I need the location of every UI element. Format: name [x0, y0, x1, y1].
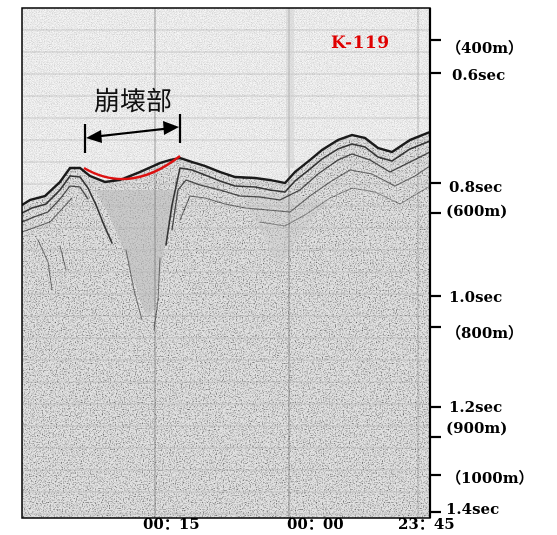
- axis-tick-label: (600m): [446, 202, 508, 220]
- axis-tick-label: （1000m）: [446, 469, 534, 487]
- time-mark-label: 00：15: [143, 515, 200, 533]
- collapse-extent-arrow: [83, 114, 182, 153]
- time-mark-label: 23：45: [398, 515, 455, 533]
- seabed-reflectors: [22, 130, 430, 331]
- axis-tick-label: 1.0sec: [449, 288, 503, 306]
- axis-tick-label: 0.6sec: [452, 66, 506, 84]
- axis-tick-label: 1.4sec: [446, 500, 500, 518]
- depth-scale-axis: [428, 8, 441, 518]
- sediment-texture: [22, 132, 430, 518]
- timing-lines: [22, 29, 430, 515]
- axis-tick-label: （800m）: [446, 324, 524, 342]
- collapse-zone-label: 崩壊部: [94, 87, 173, 117]
- axis-tick-label: 0.8sec: [449, 178, 503, 196]
- axis-tick-label: (900m): [446, 419, 508, 437]
- event-marks: [154, 8, 419, 518]
- axis-tick-label: 1.2sec: [449, 398, 503, 416]
- collapse-zone-curve: [83, 155, 181, 181]
- axis-tick-label: （400m）: [446, 39, 524, 57]
- survey-line-name: K-119: [331, 33, 390, 53]
- time-mark-label: 00：00: [287, 515, 344, 533]
